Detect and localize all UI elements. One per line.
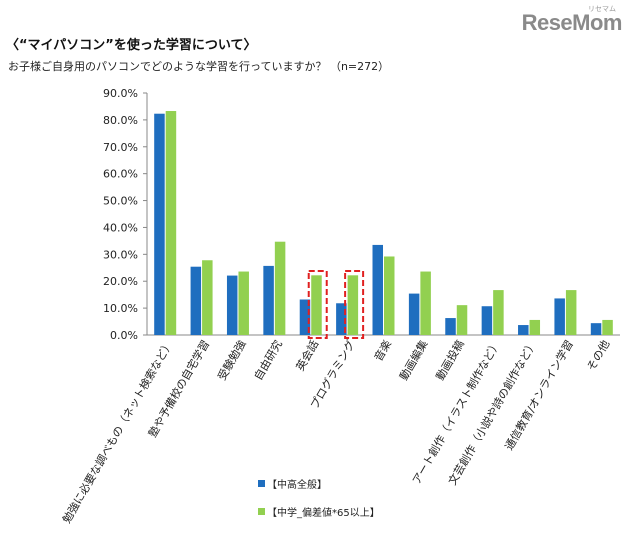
bar-high-deviation [529, 319, 541, 335]
bar-general [518, 325, 529, 335]
x-category-label: 動画投稿 [433, 338, 467, 383]
bar-high-deviation [202, 260, 213, 335]
bar-high-deviation [565, 290, 577, 335]
y-tick-label: 10.0% [103, 302, 138, 315]
y-tick-label: 30.0% [103, 248, 138, 261]
y-tick-label: 40.0% [103, 221, 138, 234]
legend-label: 【中高全般】 [267, 478, 327, 491]
bar-general [408, 293, 420, 335]
x-category-label: 受験勉強 [214, 338, 248, 383]
x-category-label: その他 [585, 338, 613, 373]
bar-high-deviation [493, 290, 504, 335]
highlight-box [307, 270, 328, 339]
logo: ReseMom [521, 10, 623, 35]
chart-title: 〈“マイパソコン”を使った学習について〉 [6, 38, 257, 53]
logo-subtext: リセマム [588, 5, 616, 13]
bar-general [590, 323, 602, 335]
chart-bars [154, 111, 613, 336]
y-tick-label: 70.0% [103, 141, 138, 154]
bar-high-deviation [384, 256, 395, 335]
chart-subtitle: お子様ご自身用のパソコンでどのような学習を行っていますか？ （n=272） [8, 60, 390, 73]
x-category-label: 動画編集 [396, 338, 430, 383]
x-category-label: 自由研究 [251, 338, 285, 383]
y-tick-label: 0.0% [110, 329, 138, 342]
y-tick-label: 20.0% [103, 275, 138, 288]
chart-legend: 【中高全般】【中学_偏差値*65以上】 [258, 478, 380, 519]
x-category-label: 英会話 [293, 338, 322, 374]
bar-general [299, 299, 311, 335]
bar-general [554, 298, 565, 335]
bar-general [154, 113, 165, 336]
bar-general [481, 306, 493, 335]
bar-high-deviation [238, 271, 249, 335]
bar-general [263, 265, 274, 335]
y-tick-label: 60.0% [103, 168, 138, 181]
chart-axes: 0.0% 10.0% 20.0% 30.0% 40.0% 50.0% 60.0% 70.0% 8… [103, 87, 620, 342]
bar-high-deviation [602, 319, 613, 335]
legend-swatch [258, 508, 265, 515]
y-tick-label: 50.0% [103, 195, 138, 208]
category-labels: 勉強に必要な調べもの（ネット検索など）塾や予備校の自宅学習 受験勉強 自由研究 英会話… [59, 337, 612, 525]
legend-label: 【中学_偏差値*65以上】 [267, 506, 380, 519]
bar-general [372, 244, 383, 335]
bar-high-deviation [165, 111, 177, 335]
x-category-label: 通信教育/オンライン学習 [502, 338, 576, 453]
bar-general [445, 318, 456, 335]
bar-general [226, 275, 238, 335]
bar-general [190, 266, 202, 335]
y-tick-label: 90.0% [103, 87, 138, 100]
y-tick-label: 80.0% [103, 114, 138, 127]
bar-high-deviation [420, 271, 431, 335]
x-category-label: 音楽 [371, 338, 394, 364]
bar-high-deviation [456, 305, 468, 335]
bar-high-deviation [347, 275, 359, 335]
legend-swatch [258, 480, 265, 487]
highlight-box [344, 270, 365, 339]
bar-high-deviation [311, 275, 322, 335]
highlight-boxes [307, 270, 365, 339]
bar-general [336, 303, 347, 335]
bar-high-deviation [274, 241, 286, 335]
